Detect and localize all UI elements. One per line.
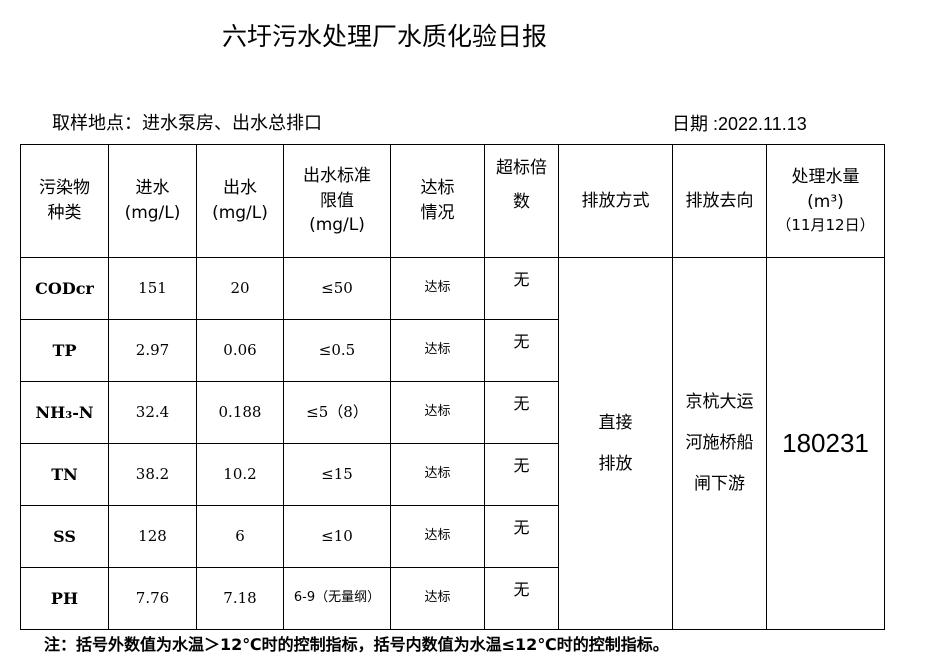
exceed-value: 无 (484, 567, 559, 630)
footnote: 注：括号外数值为水温＞12℃时的控制指标，括号内数值为水温≤12℃时的控制指标。 (44, 635, 669, 654)
header-limit: 出水标准限值(mg/L) (283, 144, 391, 258)
discharge-destination: 京杭大运河施桥船闸下游 (672, 257, 767, 630)
status-value: 达标 (390, 443, 485, 506)
status-value: 达标 (390, 257, 485, 320)
limit-value: ≤5（8） (283, 381, 391, 444)
table-row: TP 2.97 0.06 ≤0.5 达标无 (20, 319, 885, 382)
header-status: 达标情况 (390, 144, 485, 258)
exceed-value: 无 (484, 443, 559, 506)
exceed-value: 无 (484, 319, 559, 382)
header-row: 污染物种类 进水(mg/L) 出水(mg/L) 出水标准限值(mg/L) 达标情… (20, 144, 885, 258)
table-row: TN 38.2 10.2 ≤15 达标无 (20, 443, 885, 506)
influent-value: 7.76 (108, 567, 197, 630)
header-volume: 处理水量(m³) （11月12日） (766, 144, 885, 258)
sampling-location: 取样地点：进水泵房、出水总排口 (52, 113, 322, 134)
effluent-value: 0.188 (196, 381, 284, 444)
water-quality-table: 污染物种类 进水(mg/L) 出水(mg/L) 出水标准限值(mg/L) 达标情… (20, 144, 885, 630)
report-date: 日期 :2022.11.13 (672, 114, 807, 134)
limit-value: ≤0.5 (283, 319, 391, 382)
pollutant-name: SS (20, 505, 109, 568)
influent-value: 151 (108, 257, 197, 320)
exceed-value: 无 (484, 381, 559, 444)
report-title: 六圩污水处理厂水质化验日报 (222, 22, 548, 51)
limit-value: ≤50 (283, 257, 391, 320)
influent-value: 32.4 (108, 381, 197, 444)
influent-value: 38.2 (108, 443, 197, 506)
exceed-value: 无 (484, 257, 559, 320)
header-exceed: 超标倍数 (484, 144, 559, 258)
discharge-method: 直接排放 (558, 257, 673, 630)
limit-value: ≤10 (283, 505, 391, 568)
status-value: 达标 (390, 505, 485, 568)
pollutant-name: TP (20, 319, 109, 382)
status-value: 达标 (390, 381, 485, 444)
header-method: 排放方式 (558, 144, 673, 258)
effluent-value: 10.2 (196, 443, 284, 506)
pollutant-name: NH₃-N (20, 381, 109, 444)
pollutant-name: CODcr (20, 257, 109, 320)
limit-value: ≤15 (283, 443, 391, 506)
header-influent: 进水(mg/L) (108, 144, 197, 258)
status-value: 达标 (390, 567, 485, 630)
header-effluent: 出水(mg/L) (196, 144, 284, 258)
table-row: NH₃-N 32.4 0.188 ≤5（8） 达标无 (20, 381, 885, 444)
header-pollutant: 污染物种类 (20, 144, 109, 258)
header-destination: 排放去向 (672, 144, 767, 258)
report-meta: 取样地点：进水泵房、出水总排口 日期 :2022.11.13 (0, 112, 945, 138)
pollutant-name: PH (20, 567, 109, 630)
discharge-destination-text: 京杭大运河施桥船闸下游 (685, 392, 754, 494)
treated-volume-text: 180231 (782, 427, 869, 458)
exceed-value: 无 (484, 505, 559, 568)
table-row: CODcr 151 20 ≤50 达标无直接排放 京杭大运河施桥船闸下游 180231 (20, 257, 885, 630)
effluent-value: 0.06 (196, 319, 284, 382)
effluent-value: 20 (196, 257, 284, 320)
influent-value: 128 (108, 505, 197, 568)
table-row: SS 128 6 ≤10 达标无 (20, 505, 885, 568)
pollutant-name: TN (20, 443, 109, 506)
treated-volume: 180231 (766, 257, 885, 630)
effluent-value: 6 (196, 505, 284, 568)
influent-value: 2.97 (108, 319, 197, 382)
effluent-value: 7.18 (196, 567, 284, 630)
discharge-method-text: 直接排放 (598, 412, 633, 474)
status-value: 达标 (390, 319, 485, 382)
limit-value: 6-9（无量纲） (283, 567, 391, 630)
